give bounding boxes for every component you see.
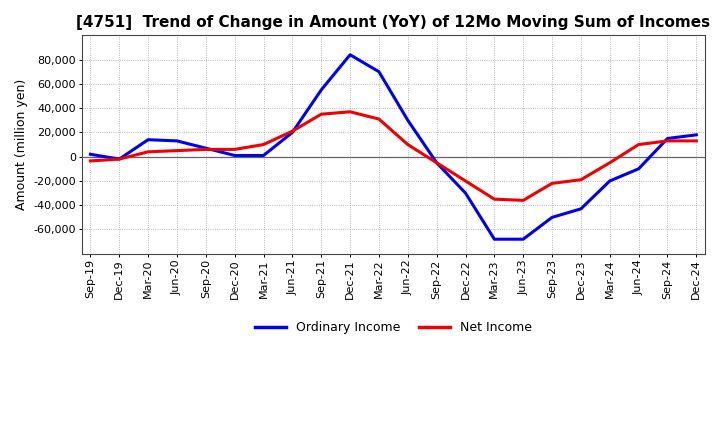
Ordinary Income [288, 130, 297, 135]
Net Income [202, 147, 210, 152]
Ordinary Income [173, 138, 181, 143]
Ordinary Income [144, 137, 153, 142]
Net Income [403, 142, 412, 147]
Net Income [115, 157, 124, 162]
Ordinary Income [374, 69, 383, 74]
Net Income [548, 181, 557, 186]
Ordinary Income [519, 237, 528, 242]
Ordinary Income [317, 87, 325, 92]
Ordinary Income [462, 191, 470, 196]
Ordinary Income [230, 153, 239, 158]
Net Income [374, 117, 383, 122]
Net Income [606, 160, 614, 165]
Net Income [663, 138, 672, 143]
Ordinary Income [346, 52, 354, 57]
Ordinary Income [202, 146, 210, 151]
Net Income [317, 112, 325, 117]
Title: [4751]  Trend of Change in Amount (YoY) of 12Mo Moving Sum of Incomes: [4751] Trend of Change in Amount (YoY) o… [76, 15, 711, 30]
Ordinary Income [606, 178, 614, 183]
Ordinary Income [403, 117, 412, 123]
Ordinary Income [490, 237, 499, 242]
Ordinary Income [115, 157, 124, 162]
Net Income [259, 142, 268, 147]
Net Income [634, 142, 643, 147]
Net Income [288, 128, 297, 134]
Net Income [577, 177, 585, 182]
Y-axis label: Amount (million yen): Amount (million yen) [15, 79, 28, 210]
Net Income [519, 198, 528, 203]
Ordinary Income [432, 160, 441, 165]
Net Income [692, 138, 701, 143]
Ordinary Income [663, 136, 672, 141]
Ordinary Income [577, 206, 585, 212]
Line: Ordinary Income: Ordinary Income [91, 55, 696, 239]
Ordinary Income [634, 166, 643, 172]
Net Income [462, 178, 470, 183]
Ordinary Income [692, 132, 701, 137]
Net Income [432, 160, 441, 165]
Net Income [173, 148, 181, 153]
Ordinary Income [259, 153, 268, 158]
Net Income [86, 158, 95, 164]
Legend: Ordinary Income, Net Income: Ordinary Income, Net Income [250, 316, 537, 339]
Line: Net Income: Net Income [91, 112, 696, 200]
Net Income [230, 147, 239, 152]
Ordinary Income [548, 215, 557, 220]
Net Income [346, 109, 354, 114]
Ordinary Income [86, 152, 95, 157]
Net Income [144, 149, 153, 154]
Net Income [490, 197, 499, 202]
